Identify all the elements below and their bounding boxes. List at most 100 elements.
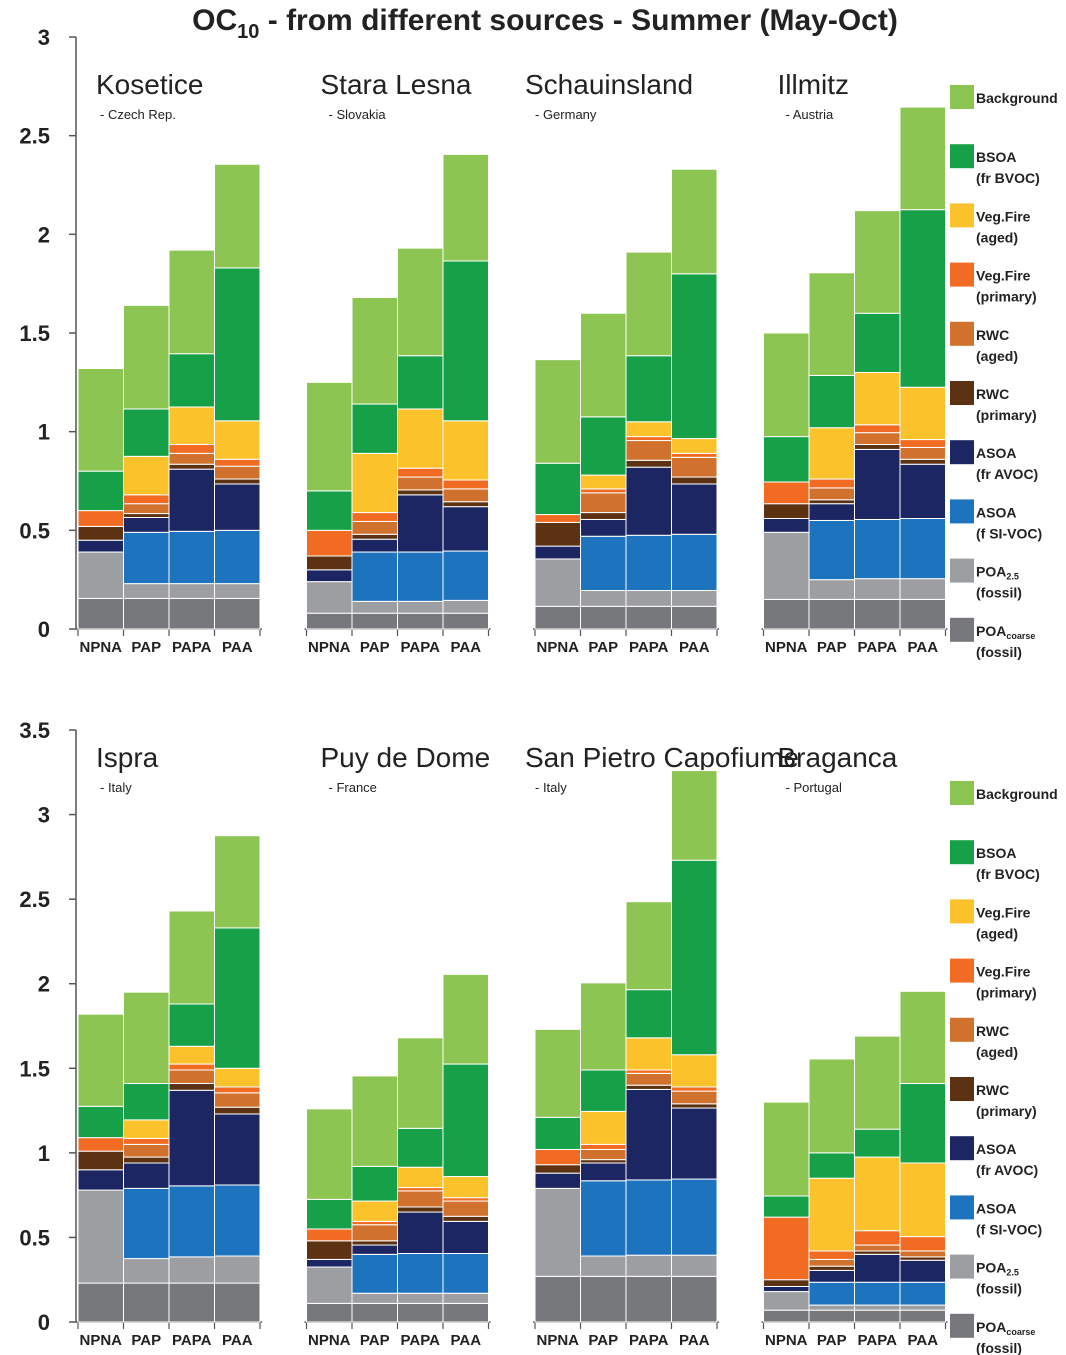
- bar-segment: [397, 1166, 444, 1189]
- bar-segment: [442, 501, 489, 508]
- bar-segment: [397, 612, 444, 630]
- x-tick-label: PAP: [817, 1332, 847, 1349]
- bar-segment: [808, 503, 855, 521]
- y-tick-label: 0: [38, 1310, 50, 1335]
- bar-segment: [306, 1258, 353, 1268]
- bar-segment: [123, 304, 170, 410]
- x-tick-label: PAPA: [858, 639, 898, 656]
- bar-segment: [580, 1110, 627, 1145]
- bar-segment: [534, 558, 581, 607]
- bar-segment: [351, 1220, 398, 1226]
- bar-segment: [808, 272, 855, 376]
- legend-label: RWC: [976, 1023, 1009, 1039]
- bar-segment: [808, 478, 855, 489]
- bar-segment: [854, 1253, 901, 1283]
- bar-segment: [899, 1256, 946, 1261]
- bar-segment: [168, 1256, 215, 1284]
- bar-segment: [214, 1092, 261, 1108]
- bar-segment: [899, 386, 946, 441]
- bar-segment: [214, 420, 261, 460]
- bar-segment: [351, 296, 398, 405]
- bar-segment: [763, 1291, 810, 1311]
- bar-segment: [306, 490, 353, 531]
- bar-segment: [123, 991, 170, 1085]
- bar-segment: [671, 533, 718, 592]
- legend-note: (aged): [976, 925, 1018, 941]
- bar-segment: [671, 452, 718, 458]
- bar-segment: [168, 910, 215, 1005]
- bar-segment: [397, 467, 444, 478]
- legend-label: POAcoarse: [976, 1319, 1035, 1337]
- bar-segment: [854, 371, 901, 426]
- bar-segment: [397, 600, 444, 614]
- y-tick-label: 1: [38, 1141, 50, 1166]
- bar-segment: [123, 597, 170, 630]
- legend-swatch: [950, 1136, 974, 1161]
- y-tick-label: 0.5: [19, 518, 50, 543]
- bar-segment: [625, 1037, 672, 1071]
- bar-segment: [214, 163, 261, 269]
- y-tick-label: 3: [38, 803, 50, 828]
- legend-swatch: [950, 958, 974, 983]
- bar-segment: [442, 260, 489, 422]
- bar-segment: [168, 406, 215, 445]
- bar-segment: [77, 1150, 124, 1171]
- title-main: OC: [192, 4, 237, 37]
- legend-note: (fr BVOC): [976, 866, 1040, 882]
- bar-segment: [580, 518, 627, 537]
- bar-segment: [899, 1162, 946, 1238]
- y-tick-label: 2.5: [19, 887, 50, 912]
- bar-segment: [899, 106, 946, 211]
- bar-segment: [580, 1069, 627, 1112]
- bar-segment: [580, 492, 627, 514]
- bar-segment: [899, 1250, 946, 1258]
- bar-segment: [168, 443, 215, 454]
- legend-note: (primary): [976, 289, 1037, 305]
- legend-note: (fossil): [976, 644, 1022, 660]
- title-sub: 10: [237, 21, 259, 43]
- bar-segment: [214, 478, 261, 485]
- bar-segment: [671, 456, 718, 478]
- bar-segment: [854, 443, 901, 450]
- legend-note: (fossil): [976, 1340, 1022, 1355]
- bar-segment: [351, 1200, 398, 1222]
- legend-name: RWC: [976, 386, 1009, 402]
- bar-segment: [77, 368, 124, 472]
- legend-swatch: [950, 85, 974, 109]
- site-name: Illmitz: [778, 69, 850, 100]
- legend-label: RWC: [976, 327, 1009, 343]
- bar-segment: [625, 989, 672, 1039]
- bar-segment: [351, 452, 398, 514]
- bar-segment: [534, 1116, 581, 1150]
- bar-segment: [397, 1037, 444, 1129]
- legend-swatch: [950, 840, 974, 865]
- bar-segment: [214, 1282, 261, 1323]
- bar-segment: [214, 1086, 261, 1094]
- bar-segment: [899, 517, 946, 580]
- bar-segment: [899, 1309, 946, 1323]
- legend-name: RWC: [976, 1023, 1009, 1039]
- bar-segment: [899, 1304, 946, 1311]
- x-tick-label: PAA: [222, 639, 253, 656]
- bar-segment: [214, 583, 261, 599]
- x-tick-label: PAP: [131, 1332, 161, 1349]
- bar-segment: [580, 474, 627, 490]
- bar-segment: [899, 990, 946, 1085]
- legend-name: ASOA: [976, 1200, 1016, 1216]
- x-tick-label: NPNA: [308, 1332, 351, 1349]
- bar-segment: [580, 982, 627, 1071]
- bar-segment: [899, 209, 946, 388]
- legend-name: POA: [976, 564, 1006, 580]
- bar-segment: [351, 551, 398, 602]
- bar-segment: [123, 513, 170, 519]
- bar-segment: [763, 481, 810, 505]
- x-tick-label: PAPA: [858, 1332, 898, 1349]
- legend-label: Background: [976, 786, 1058, 802]
- bar-segment: [580, 1143, 627, 1150]
- bar-segment: [397, 476, 444, 491]
- bar-segment: [77, 470, 124, 512]
- bar-segment: [214, 597, 261, 630]
- legend-name: ASOA: [976, 504, 1016, 520]
- site-note: - Czech Rep.: [100, 107, 176, 122]
- legend-label: Veg.Fire: [976, 208, 1031, 224]
